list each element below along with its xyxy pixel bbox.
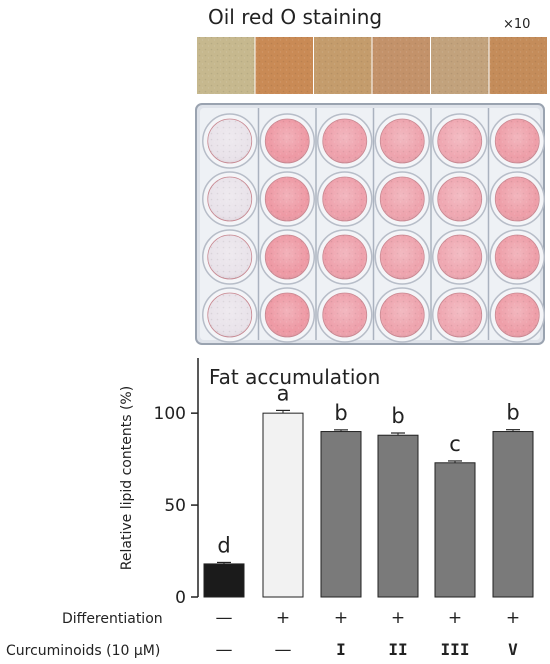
micrograph-texture — [489, 37, 547, 94]
condition-sign: — — [216, 640, 233, 660]
condition-sign: + — [506, 608, 520, 628]
well-shade — [207, 235, 252, 279]
condition-sign: + — [448, 608, 462, 628]
well-shade — [495, 293, 540, 337]
condition-rows: Differentiation — + + + + + Curcuminoids (10 μM… — [6, 608, 520, 660]
bar — [203, 563, 245, 598]
well-shade — [265, 293, 310, 337]
staining-title: Oil red O staining — [208, 5, 382, 29]
well-shade — [322, 119, 367, 163]
well-shade — [207, 119, 252, 163]
well-shade — [437, 293, 482, 337]
micrograph-texture — [255, 37, 313, 94]
y-axis-label: Relative lipid contents (%) — [119, 386, 135, 570]
well-shade — [437, 177, 482, 221]
well-shade — [207, 177, 252, 221]
significance-letter: d — [217, 533, 230, 557]
curcuminoid-label: II — [388, 640, 407, 659]
significance-letter: b — [506, 401, 519, 425]
condition-sign: — — [216, 608, 233, 628]
y-tick-label: 0 — [175, 588, 186, 608]
well-shade — [322, 235, 367, 279]
significance-letter: c — [449, 432, 461, 456]
condition-sign: + — [334, 608, 348, 628]
micrograph-texture — [314, 37, 372, 94]
chart-title: Fat accumulation — [209, 365, 380, 389]
significance-letter: b — [391, 404, 404, 428]
well-shade — [495, 119, 540, 163]
bar — [262, 412, 304, 598]
micrograph-texture — [431, 37, 489, 94]
curcuminoid-label: III — [441, 640, 470, 659]
micrograph-texture — [372, 37, 430, 94]
well-shade — [380, 235, 425, 279]
bar-chart: Fat accumulation Relative lipid contents… — [6, 358, 534, 660]
well-shade — [322, 177, 367, 221]
significance-letter: b — [334, 401, 347, 425]
condition-row-label: Curcuminoids (10 μM) — [6, 643, 160, 659]
well-shade — [265, 177, 310, 221]
bar — [434, 462, 476, 598]
y-tick-label: 50 — [164, 496, 186, 516]
bar — [320, 431, 362, 598]
bar — [492, 431, 534, 598]
y-tick-label: 100 — [154, 404, 186, 424]
micrograph-strip — [197, 37, 547, 94]
well-shade — [495, 235, 540, 279]
well-plate — [195, 103, 545, 345]
condition-sign: + — [391, 608, 405, 628]
well-shade — [322, 293, 367, 337]
well-shade — [207, 293, 252, 337]
well-shade — [495, 177, 540, 221]
curcuminoid-label: I — [336, 640, 346, 659]
magnification-label: ×10 — [503, 17, 530, 32]
well-shade — [437, 235, 482, 279]
condition-sign: — — [275, 640, 292, 660]
micrograph-texture — [197, 37, 255, 94]
condition-sign: + — [276, 608, 290, 628]
well-shade — [380, 293, 425, 337]
bar — [377, 434, 419, 598]
well-shade — [380, 177, 425, 221]
well-shade — [437, 119, 482, 163]
well-shade — [380, 119, 425, 163]
significance-letter: a — [277, 381, 290, 405]
y-axis: 0 50 100 — [154, 358, 199, 608]
curcuminoid-label: V — [508, 640, 518, 659]
condition-row-label: Differentiation — [62, 611, 163, 627]
well-shade — [265, 119, 310, 163]
well-shade — [265, 235, 310, 279]
bars: d a b b c b — [203, 381, 534, 598]
